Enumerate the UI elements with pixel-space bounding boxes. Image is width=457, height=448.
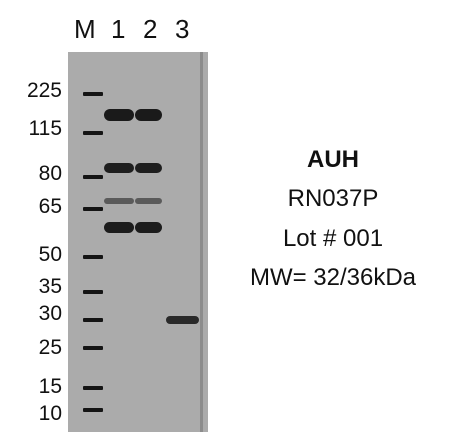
band-lane1-65 [104,198,134,204]
lane-header-1: 1 [111,14,126,44]
protein-name: AUH [307,146,359,173]
band-lane2-65 [135,198,162,204]
ladder-band [83,131,103,135]
lane-header-2: 2 [143,14,158,44]
ladder-band [83,346,103,350]
ladder-band [83,255,103,259]
band-lane1-55 [104,222,134,233]
lane-header-marker: M [74,14,96,44]
mw-label-30: 30 [38,302,62,325]
mw-label-10: 10 [38,402,62,425]
membrane-edge [200,52,203,432]
lane-header-3: 3 [175,14,190,44]
ladder-band [83,290,103,294]
band-lane2-80 [135,163,162,173]
mw-label-15: 15 [38,375,62,398]
ladder-band [83,92,103,96]
mw-label-225: 225 [26,79,62,102]
ladder-band [83,318,103,322]
mw-label-25: 25 [38,336,62,359]
catalog-number: RN037P [287,185,379,212]
mw-label-65: 65 [38,195,62,218]
ladder-band [83,175,103,179]
mw-label-80: 80 [38,162,62,185]
mw-label-115: 115 [28,117,62,140]
mw-label-50: 50 [38,243,62,266]
band-lane2-55 [135,222,162,233]
molecular-weight: MW= 32/36kDa [249,264,417,291]
band-lane1-80 [104,163,134,173]
band-lane3-30 [166,316,199,324]
ladder-band [83,386,103,390]
mw-label-35: 35 [38,275,62,298]
ladder-band [83,207,103,211]
band-lane2-115 [135,109,162,121]
ladder-band [83,408,103,412]
lot-number: Lot # 001 [282,225,384,252]
blot-membrane [68,52,208,432]
band-lane1-115 [104,109,134,121]
